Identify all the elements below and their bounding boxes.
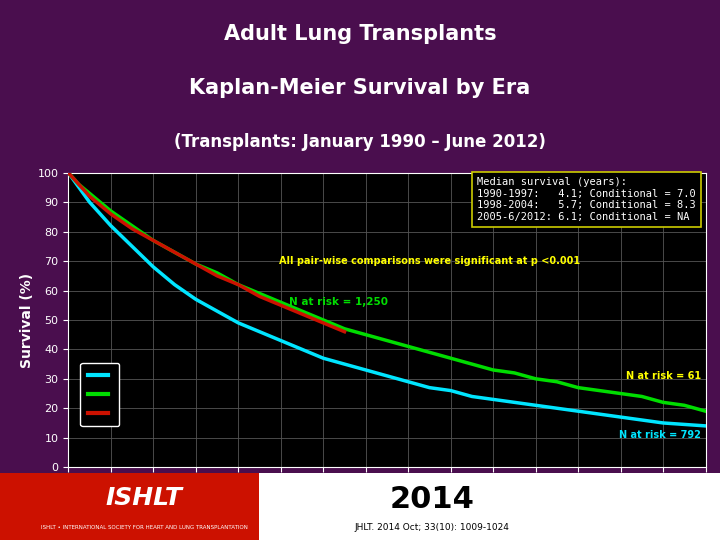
Text: Median survival (years):
1990-1997:   4.1; Conditional = 7.0
1998-2004:   5.7; C: Median survival (years): 1990-1997: 4.1;… — [477, 177, 696, 222]
Text: N at risk = 61: N at risk = 61 — [626, 371, 701, 381]
Bar — [0, 472, 288, 540]
Text: ISHLT • INTERNATIONAL SOCIETY FOR HEART AND LUNG TRANSPLANTATION: ISHLT • INTERNATIONAL SOCIETY FOR HEART … — [40, 525, 248, 530]
Bar — [259, 472, 720, 540]
Y-axis label: Survival (%): Survival (%) — [19, 272, 34, 368]
Text: All pair-wise comparisons were significant at p <0.001: All pair-wise comparisons were significa… — [279, 256, 580, 266]
Text: Adult Lung Transplants: Adult Lung Transplants — [224, 24, 496, 44]
Text: 2014: 2014 — [390, 485, 474, 514]
Legend: , , : , , — [81, 363, 120, 426]
X-axis label: Years: Years — [366, 491, 408, 505]
Text: JHLT. 2014 Oct; 33(10): 1009-1024: JHLT. 2014 Oct; 33(10): 1009-1024 — [354, 523, 510, 532]
Text: N at risk = 1,250: N at risk = 1,250 — [289, 298, 388, 307]
Text: Kaplan-Meier Survival by Era: Kaplan-Meier Survival by Era — [189, 78, 531, 98]
Text: ISHLT: ISHLT — [106, 486, 182, 510]
Text: (Transplants: January 1990 – June 2012): (Transplants: January 1990 – June 2012) — [174, 133, 546, 151]
Text: N at risk = 792: N at risk = 792 — [619, 430, 701, 440]
